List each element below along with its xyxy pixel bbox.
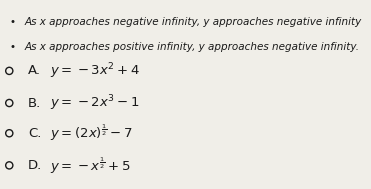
Text: As x approaches negative infinity, y approaches negative infinity: As x approaches negative infinity, y app… [24,17,361,27]
Text: $y = (2x)^{\frac{1}{2}} - 7$: $y = (2x)^{\frac{1}{2}} - 7$ [50,123,132,143]
Text: $y = -x^{\frac{1}{2}} + 5$: $y = -x^{\frac{1}{2}} + 5$ [50,155,131,176]
Text: C.: C. [28,127,41,140]
Text: A.: A. [28,64,41,77]
Text: $y = -3x^2 + 4$: $y = -3x^2 + 4$ [50,61,140,81]
Text: •: • [9,42,15,52]
Text: $y = -2x^3 - 1$: $y = -2x^3 - 1$ [50,93,139,113]
Text: B.: B. [28,97,41,109]
Text: D.: D. [28,159,42,172]
Text: As x approaches positive infinity, y approaches negative infinity.: As x approaches positive infinity, y app… [24,42,359,52]
Text: •: • [9,17,15,27]
